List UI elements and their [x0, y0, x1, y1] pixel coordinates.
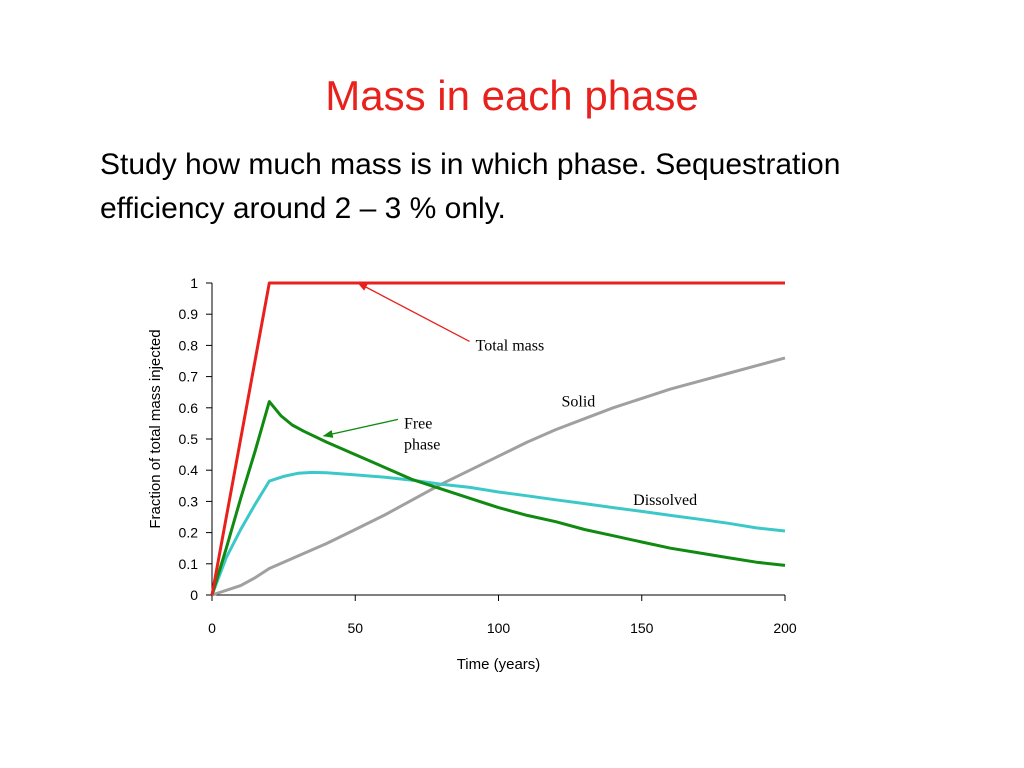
- y-tick-label: 0: [190, 587, 198, 603]
- y-axis-title: Fraction of total mass injected: [147, 329, 164, 528]
- y-tick-label: 0.4: [179, 462, 199, 478]
- x-tick-label: 0: [208, 620, 216, 636]
- annotation-total-arrow: [357, 282, 470, 342]
- body-line-2: efficiency around 2 – 3 % only.: [100, 192, 506, 225]
- x-axis-title: Time (years): [457, 656, 541, 673]
- x-tick-label: 100: [487, 620, 511, 636]
- x-tick-label: 200: [773, 620, 797, 636]
- x-tick-label: 150: [630, 620, 654, 636]
- y-tick-label: 0.7: [179, 369, 199, 385]
- series-solid-line: [211, 356, 786, 597]
- y-tick-label: 0.5: [179, 431, 199, 447]
- series-free-phase-line: [210, 400, 786, 596]
- annotation-free-label: Free: [404, 415, 432, 432]
- annotation-free-label: phase: [404, 436, 440, 453]
- slide-body: Study how much mass is in which phase. S…: [100, 143, 980, 231]
- annotation-solid-label: Solid: [562, 394, 596, 411]
- body-line-1: Study how much mass is in which phase. S…: [100, 148, 841, 181]
- y-tick-label: 0.1: [179, 556, 199, 572]
- slide-title: Mass in each phase: [325, 72, 699, 119]
- y-tick-label: 0.3: [179, 493, 199, 509]
- annotation-total-label: Total mass: [476, 337, 545, 354]
- y-tick-label: 0.9: [179, 306, 199, 322]
- annotation-dissolved-label: Dissolved: [633, 492, 697, 509]
- y-tick-label: 1: [190, 275, 198, 291]
- series-total-mass-line: [210, 281, 785, 596]
- y-tick-label: 0.2: [179, 525, 199, 541]
- y-tick-label: 0.8: [179, 337, 199, 353]
- annotation-free-arrow: [322, 418, 399, 438]
- y-tick-label: 0.6: [179, 400, 199, 416]
- x-tick-label: 50: [347, 620, 363, 636]
- series-dissolved-line: [210, 470, 786, 596]
